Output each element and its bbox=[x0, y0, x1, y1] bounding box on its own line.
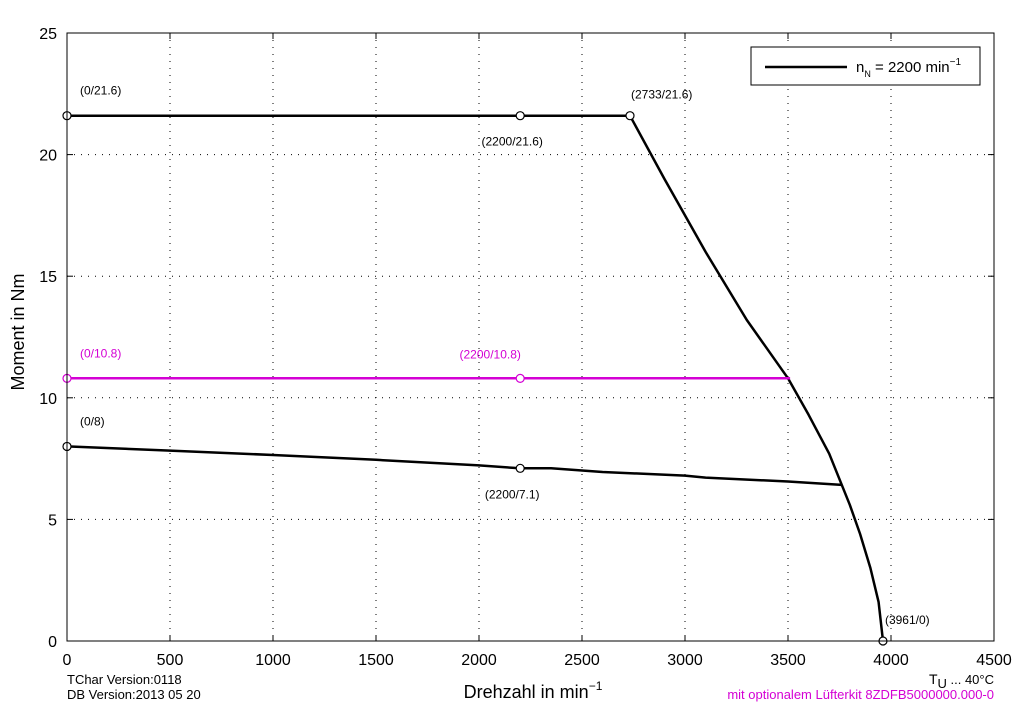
data-point-label: (2200/21.6) bbox=[482, 135, 543, 149]
x-axis-title: Drehzahl in min−1 bbox=[464, 679, 603, 702]
y-tick-label: 10 bbox=[39, 391, 57, 408]
markers-layer: (0/21.6) (2200/21.6) (2733/21.6) (3961/0) (0… bbox=[62, 84, 930, 646]
data-point-label: (0/10.8) bbox=[80, 346, 121, 360]
x-tick-label: 2000 bbox=[461, 652, 497, 669]
db-version-text: DB Version:2013 05 20 bbox=[67, 687, 201, 702]
y-tick-label: 20 bbox=[39, 148, 57, 165]
ticks-layer: 0 500 1000 1500 2000 2500 3000 3500 4000 4500 0 5 10… bbox=[39, 26, 1012, 669]
x-tick-label: 0 bbox=[63, 652, 72, 669]
data-point-label: (3961/0) bbox=[885, 613, 930, 627]
x-tick-label: 4000 bbox=[873, 652, 909, 669]
y-tick-label: 25 bbox=[39, 26, 57, 43]
data-point-label: (2200/7.1) bbox=[485, 487, 540, 501]
y-tick-label: 15 bbox=[39, 269, 57, 286]
legend: nN = 2200 min−1 bbox=[750, 46, 981, 86]
lufterkit-note: mit optionalem Lüfterkit 8ZDFB5000000.00… bbox=[727, 687, 994, 702]
data-point-label: (0/21.6) bbox=[80, 84, 121, 98]
data-point-marker bbox=[515, 463, 525, 473]
plot-area-frame bbox=[66, 32, 995, 642]
y-tick-label: 5 bbox=[48, 512, 57, 529]
x-tick-label: 1000 bbox=[255, 652, 291, 669]
ambient-temperature-text: TU ... 40°C bbox=[929, 671, 994, 691]
x-tick-label: 4500 bbox=[976, 652, 1012, 669]
data-point-marker bbox=[515, 373, 525, 383]
series-layer bbox=[66, 114, 885, 642]
series-line-3 bbox=[66, 445, 842, 487]
data-point-label: (2733/21.6) bbox=[631, 88, 692, 102]
tchar-version-text: TChar Version:0118 bbox=[67, 672, 182, 687]
x-tick-label: 1500 bbox=[358, 652, 394, 669]
x-tick-label: 3500 bbox=[770, 652, 806, 669]
data-point-label: (2200/10.8) bbox=[460, 347, 521, 361]
x-tick-label: 3000 bbox=[667, 652, 703, 669]
data-point-marker bbox=[625, 111, 635, 121]
legend-entry-label: nN = 2200 min−1 bbox=[856, 57, 961, 79]
data-point-marker bbox=[515, 111, 525, 121]
y-tick-label: 0 bbox=[48, 634, 57, 651]
data-point-label: (0/8) bbox=[80, 414, 105, 428]
y-axis-title: Moment in Nm bbox=[8, 273, 28, 390]
grid-layer bbox=[67, 33, 994, 641]
x-tick-label: 500 bbox=[157, 652, 184, 669]
x-tick-label: 2500 bbox=[564, 652, 600, 669]
series-line-1 bbox=[67, 114, 885, 642]
